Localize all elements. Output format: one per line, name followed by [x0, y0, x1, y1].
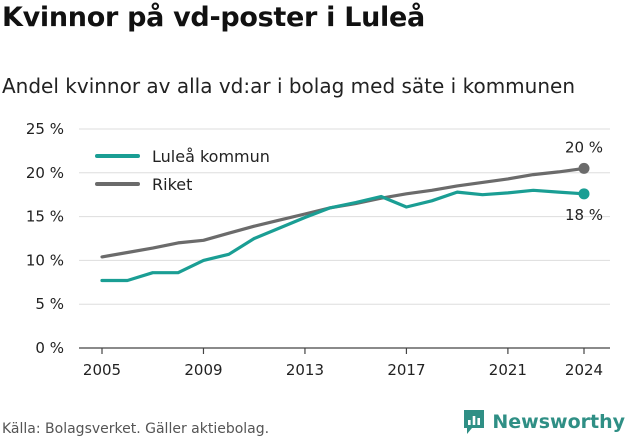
x-tick-label: 2021 [489, 361, 527, 379]
y-axis-ticks: 0 % 5 % 10 % 15 % 20 % 25 % [26, 120, 64, 357]
x-tick-label: 2024 [565, 361, 603, 379]
legend-label: Riket [152, 175, 192, 194]
series-end-point [578, 188, 590, 200]
x-tick-label: 2005 [83, 361, 121, 379]
x-tick-label: 2017 [387, 361, 425, 379]
y-tick-label: 0 % [35, 339, 64, 357]
grid-lines [79, 128, 610, 349]
newsworthy-chart-icon [464, 410, 485, 434]
x-axis-ticks: 2005 2009 2013 2017 2021 2024 [83, 348, 603, 379]
y-tick-label: 15 % [26, 208, 64, 226]
series-end-label: 20 % [565, 138, 603, 156]
line-chart: 0 %5 %10 %15 %20 %25 % 2005 2009 2013 2017 2… [26, 120, 610, 379]
series-endpoints: 18 % 20 % [565, 138, 603, 223]
chart-subtitle: Andel kvinnor av alla vd:ar i bolag med … [2, 74, 575, 98]
series-line [100, 188, 586, 283]
y-tick-label: 20 % [26, 164, 64, 182]
y-tick-label: 10 % [26, 251, 64, 269]
series-end-label: 18 % [565, 206, 603, 224]
chart-title: Kvinnor på vd-poster i Luleå [2, 2, 425, 33]
y-tick-label: 5 % [35, 295, 64, 313]
legend: Luleå kommun Riket [95, 147, 270, 194]
newsworthy-logo: Newsworthy [462, 408, 625, 436]
x-tick-label: 2009 [184, 361, 222, 379]
series-end-point [578, 162, 590, 174]
source-note: Källa: Bolagsverket. Gäller aktiebolag. [2, 421, 270, 437]
series-lines [100, 166, 586, 283]
brand-name: Newsworthy [492, 411, 625, 433]
y-tick-label: 25 % [26, 120, 64, 138]
x-tick-label: 2013 [286, 361, 324, 379]
legend-label: Luleå kommun [152, 147, 270, 166]
